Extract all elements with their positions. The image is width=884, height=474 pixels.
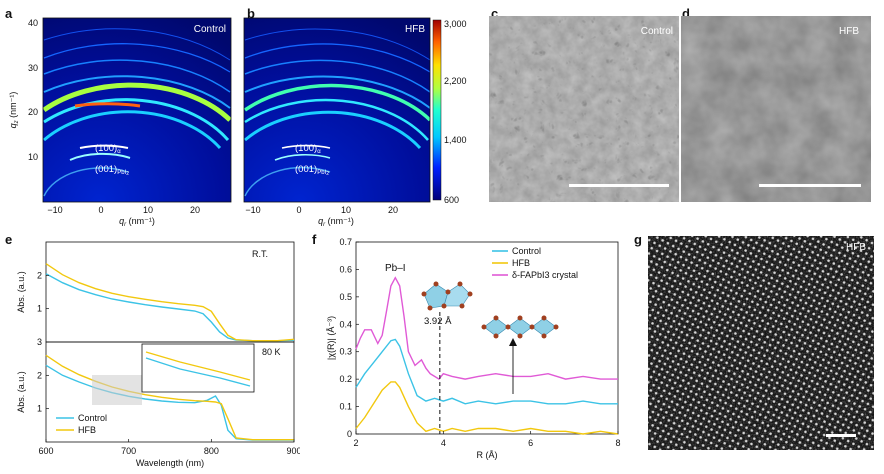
panel-label-b: b [247, 6, 255, 21]
giwaxs-axes-b: −10 0 10 20 qr (nm⁻¹) [243, 17, 431, 228]
plot-frame [45, 341, 295, 443]
scale-bar [759, 184, 861, 187]
x-tick-label: 6 [528, 438, 533, 448]
x-tick-label: 700 [121, 446, 136, 456]
colorbar-tick: 2,200 [444, 76, 467, 86]
x-tick-label: 8 [615, 438, 620, 448]
tag-hfb: HFB [839, 26, 859, 37]
panel-label-g: g [634, 232, 642, 247]
x-axis-label: R (Å) [477, 450, 498, 460]
panel-label-f: f [312, 232, 317, 247]
absorption-rt-plot: 1 2 Abs. (a.u.) [16, 241, 295, 343]
ytick: 20 [28, 107, 38, 117]
xtick: −10 [245, 205, 260, 215]
y-tick-label: 2 [37, 370, 42, 380]
x-tick-label: 600 [38, 446, 53, 456]
y-axis-label: |χ(R)| (Å⁻³) [326, 316, 336, 360]
x-tick-label: 900 [286, 446, 300, 456]
y-tick-label: 0.2 [339, 374, 352, 384]
y-tick-label: 0.3 [339, 347, 352, 357]
y-axis-label: Abs. (a.u.) [16, 371, 26, 413]
giwaxs-map-hfb: HFB (100)α (001)PbI2 [244, 18, 430, 202]
y-tick-label: 1 [37, 404, 42, 414]
panel-label-d: d [682, 6, 690, 21]
legend-label: Control [512, 246, 541, 256]
exafs-plot: 0 0.1 0.2 0.3 0.4 0.5 0.6 0.7 2 4 6 8 R (Å) |χ(R)| (Å… [326, 237, 621, 460]
x-axis-label: qr (nm⁻¹) [318, 216, 354, 228]
xtick: 0 [296, 205, 301, 215]
distance-label: 3.92 Å [424, 316, 452, 327]
hrtem-image: HFB [648, 236, 874, 450]
panel-label-a: a [5, 6, 13, 21]
peak-label-alpha: (100)α [95, 143, 121, 155]
y-tick-label: 0.5 [339, 292, 352, 302]
x-axis-label: Wavelength (nm) [136, 458, 204, 468]
legend-label: HFB [78, 425, 96, 435]
ytick: 10 [28, 152, 38, 162]
y-axis-label: qz (nm⁻¹) [8, 92, 20, 129]
absorption-chart: 1 2 Abs. (a.u.) 1 2 3 600 700 800 900 Wavelength … [16, 241, 300, 468]
plot-frame [355, 241, 619, 435]
peak-label-pbi2: (001)PbI2 [95, 164, 129, 177]
sem-image-control: Control [489, 16, 679, 202]
x-tick-label: 4 [441, 438, 446, 448]
scale-bar [826, 434, 856, 437]
note-rt: R.T. [252, 249, 268, 259]
giwaxs-figure: Control (100)α (001)PbI2 40 30 20 10 −10… [8, 17, 467, 228]
xtick: 20 [388, 205, 398, 215]
x-tick-label: 800 [204, 446, 219, 456]
giwaxs-axes-a: 40 30 20 10 −10 0 10 20 qr (nm⁻¹) qz (nm… [8, 17, 232, 228]
peak-label-pb-i: Pb–I [385, 263, 406, 274]
legend-label: δ-FAPbI3 crystal [512, 270, 578, 280]
octahedra-illustration [421, 281, 559, 394]
sem-image-hfb: HFB [681, 16, 871, 202]
xtick: 20 [190, 205, 200, 215]
y-axis-label: Abs. (a.u.) [16, 271, 26, 313]
note-80k: 80 K [262, 347, 281, 357]
tag-hfb: HFB [405, 24, 425, 35]
x-tick-label: 2 [353, 438, 358, 448]
colorbar-tick: 600 [444, 195, 459, 205]
y-tick-label: 1 [37, 304, 42, 314]
scale-bar [569, 184, 669, 187]
y-tick-label: 0.6 [339, 264, 352, 274]
ytick: 40 [28, 18, 38, 28]
colorbar-tick: 1,400 [444, 135, 467, 145]
y-tick-label: 0.7 [339, 237, 352, 247]
panel-label-c: c [491, 6, 499, 21]
y-tick-label: 0.1 [339, 402, 352, 412]
exafs-chart: 0 0.1 0.2 0.3 0.4 0.5 0.6 0.7 2 4 6 8 R (Å) |χ(R)| (Å… [326, 237, 621, 460]
tag-hfb: HFB [846, 242, 866, 253]
series-line--fapbi3-crystal [355, 276, 618, 381]
y-tick-label: 0.4 [339, 319, 352, 329]
series-line-hfb [355, 381, 619, 435]
xtick: 0 [98, 205, 103, 215]
colorbar-tick: 3,000 [444, 19, 467, 29]
tag-control: Control [194, 24, 226, 35]
ytick: 30 [28, 63, 38, 73]
peak-label-alpha: (100)α [295, 143, 321, 155]
xtick: −10 [47, 205, 62, 215]
inset-zoom [92, 343, 255, 405]
colorbar: 3,000 2,200 1,400 600 [432, 19, 467, 205]
y-tick-label: 0 [347, 429, 352, 439]
panel-label-e: e [5, 232, 13, 247]
legend-label: HFB [512, 258, 530, 268]
tag-control: Control [641, 26, 673, 37]
x-axis-label: qr (nm⁻¹) [119, 216, 155, 228]
xtick: 10 [341, 205, 351, 215]
xtick: 10 [143, 205, 153, 215]
series-line-hfb [45, 263, 295, 342]
legend-label: Control [78, 413, 107, 423]
series-line-control [355, 338, 618, 405]
peak-label-pbi2: (001)PbI2 [295, 164, 329, 177]
y-tick-label: 3 [37, 337, 42, 347]
y-tick-label: 2 [37, 270, 42, 280]
giwaxs-map-control: Control (100)α (001)PbI2 [43, 18, 231, 202]
